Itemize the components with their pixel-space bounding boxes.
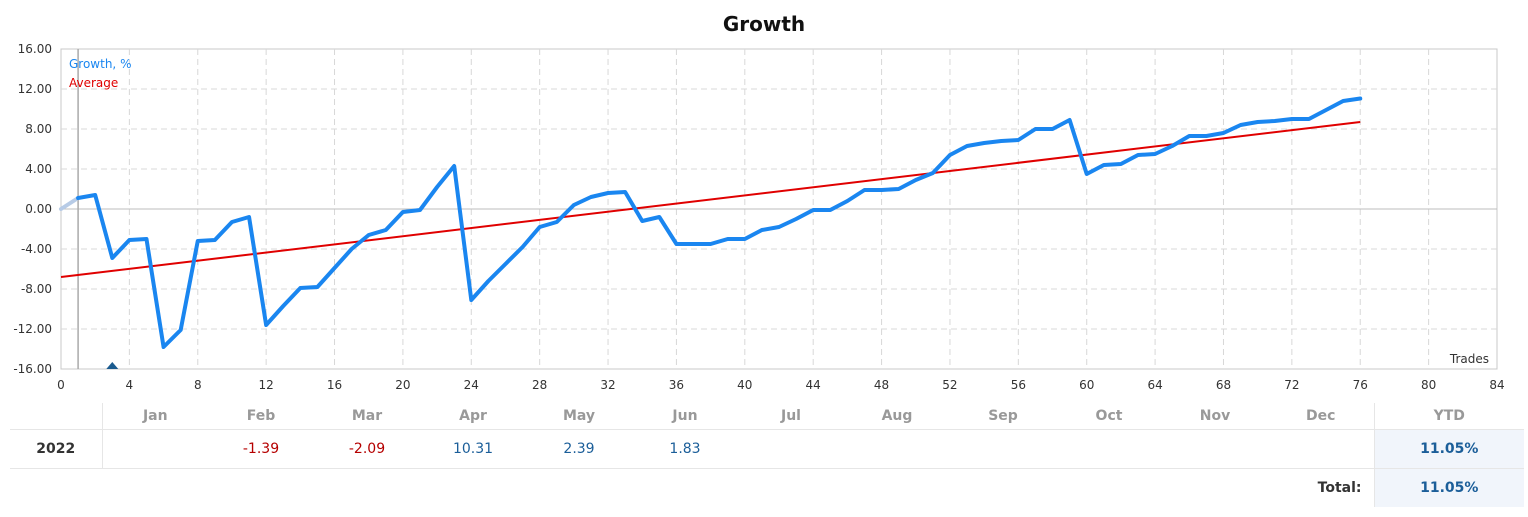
- month-value-cell: [102, 429, 208, 469]
- total-value: 11.05%: [1373, 468, 1524, 507]
- year-cell: 2022: [10, 429, 103, 469]
- x-tick-label: 16: [327, 378, 342, 392]
- legend: Growth, % Average: [69, 57, 131, 90]
- x-axis-label: Trades: [1449, 352, 1489, 366]
- grid-layer: [60, 48, 1498, 370]
- x-tick-label: 40: [737, 378, 752, 392]
- x-tick-label: 4: [126, 378, 134, 392]
- month-value-cell: [1162, 429, 1268, 469]
- table-header-row: Jan Feb Mar Apr May Jun Jul Aug Sep Oct Nov Dec YTD: [10, 403, 1524, 430]
- growth-line: [76, 96, 1363, 349]
- series-layer: [59, 96, 1363, 369]
- month-header-jan: Jan: [142, 408, 168, 424]
- y-tick-label: 4.00: [25, 162, 52, 176]
- month-header-aug: Aug: [881, 408, 913, 424]
- deposit-marker-icon: [106, 362, 119, 369]
- month-header-jul: Jul: [781, 408, 801, 424]
- x-tick-label: 8: [194, 378, 202, 392]
- x-tick-label: 72: [1284, 378, 1299, 392]
- y-tick-label: 0.00: [25, 202, 52, 216]
- legend-average: Average: [69, 76, 118, 90]
- y-tick-label: -4.00: [21, 242, 52, 256]
- x-tick-label: 68: [1216, 378, 1231, 392]
- x-tick-label: 24: [464, 378, 479, 392]
- month-header-nov: Nov: [1199, 408, 1231, 424]
- total-row: Total: 11.05%: [10, 468, 1524, 507]
- average-line: [60, 121, 1361, 278]
- month-value-cell: [1268, 429, 1374, 469]
- growth-chart: 0 4 8 12 16 20 24 28 32 36 40 44 48 52 56 60 64 68 72 76 80 8…: [13, 42, 1504, 392]
- x-tick-label: 36: [669, 378, 684, 392]
- x-tick-label: 84: [1489, 378, 1504, 392]
- y-tick-label: 16.00: [18, 42, 52, 56]
- y-tick-label: -16.00: [13, 362, 52, 376]
- x-tick-label: 44: [806, 378, 821, 392]
- growth-line-initial-segment: [59, 196, 81, 211]
- month-value-cell: [950, 429, 1056, 469]
- month-value-cell: [738, 429, 844, 469]
- x-tick-label: 32: [600, 378, 615, 392]
- year-header: [10, 403, 103, 430]
- x-tick-label: 48: [874, 378, 889, 392]
- month-value-cell: 1.83: [632, 429, 738, 469]
- month-header-dec: Dec: [1306, 408, 1336, 424]
- x-tick-label: 0: [57, 378, 65, 392]
- month-value-cell: -1.39: [208, 429, 314, 469]
- month-value-cell: 2.39: [526, 429, 632, 469]
- month-value-cell: [1056, 429, 1162, 469]
- monthly-returns-table: Jan Feb Mar Apr May Jun Jul Aug Sep Oct Nov Dec YTD …: [10, 403, 1524, 507]
- x-tick-label: 20: [395, 378, 410, 392]
- ytd-value-cell: 11.05%: [1373, 429, 1524, 469]
- axis-layer: 0 4 8 12 16 20 24 28 32 36 40 44 48 52 56 60 64 68 72 76 80 8…: [13, 42, 1504, 392]
- x-tick-label: 60: [1079, 378, 1094, 392]
- month-header-jun: Jun: [672, 408, 698, 424]
- y-tick-label: -8.00: [21, 282, 52, 296]
- legend-growth: Growth, %: [69, 57, 131, 71]
- x-tick-label: 80: [1421, 378, 1436, 392]
- month-header-feb: Feb: [246, 408, 276, 424]
- month-header-sep: Sep: [988, 408, 1018, 424]
- month-header-may: May: [562, 408, 596, 424]
- chart-title: Growth: [722, 12, 806, 36]
- table-row: 2022 -1.39 -2.09 10.31 2.39 1.83 11.05%: [10, 429, 1524, 469]
- month-value-cell: -2.09: [314, 429, 420, 469]
- y-tick-label: 12.00: [18, 82, 52, 96]
- x-tick-label: 56: [1011, 378, 1026, 392]
- month-header-oct: Oct: [1095, 408, 1123, 424]
- x-tick-label: 12: [259, 378, 274, 392]
- x-tick-label: 28: [532, 378, 547, 392]
- y-tick-label: 8.00: [25, 122, 52, 136]
- month-value-cell: 10.31: [420, 429, 526, 469]
- x-tick-label: 52: [942, 378, 957, 392]
- y-tick-label: -12.00: [13, 322, 52, 336]
- x-tick-label: 76: [1353, 378, 1368, 392]
- month-header-apr: Apr: [459, 408, 487, 424]
- ytd-header: YTD: [1373, 403, 1524, 430]
- total-label: Total:: [1317, 480, 1362, 496]
- month-value-cell: [844, 429, 950, 469]
- month-header-mar: Mar: [351, 408, 383, 424]
- x-tick-label: 64: [1147, 378, 1162, 392]
